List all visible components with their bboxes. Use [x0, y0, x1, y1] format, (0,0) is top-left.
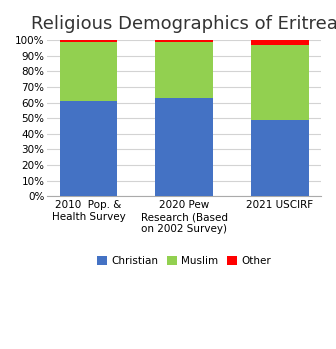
Bar — [251, 45, 308, 120]
Bar — [156, 98, 213, 196]
Bar — [60, 40, 117, 42]
Bar — [156, 40, 213, 42]
Bar — [251, 120, 308, 196]
Bar — [60, 101, 117, 196]
Bar — [251, 40, 308, 45]
Bar — [156, 42, 213, 98]
Bar — [60, 42, 117, 101]
Legend: Christian, Muslim, Other: Christian, Muslim, Other — [93, 252, 276, 270]
Title: Religious Demographics of Eritrea: Religious Demographics of Eritrea — [31, 15, 336, 33]
